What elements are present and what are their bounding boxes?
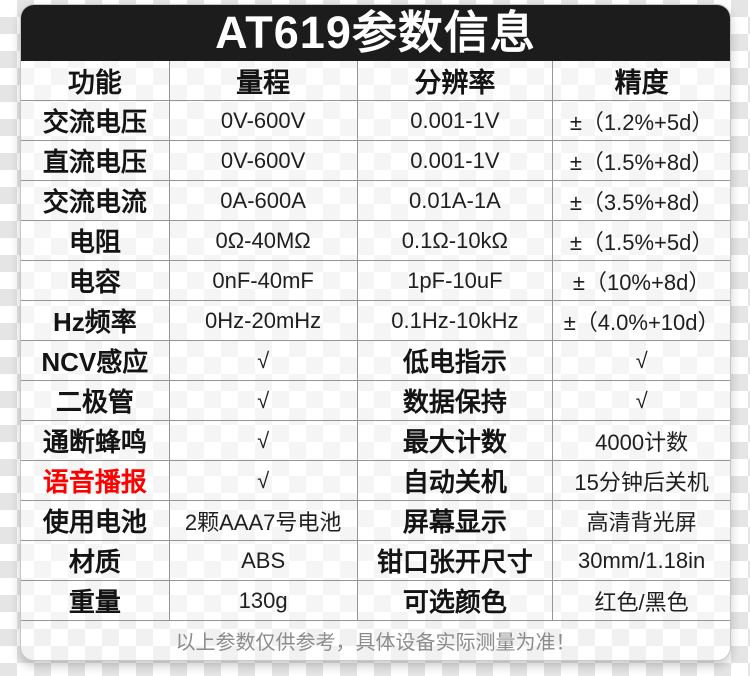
spec-value-cell: ABS [168, 540, 358, 581]
spec-value-cell: √ [168, 380, 358, 421]
spec-value-cell: 0Hz-20mHz [168, 300, 358, 341]
title-banner: AT619参数信息 [21, 5, 730, 61]
spec-value-cell: √ [552, 340, 730, 381]
table-row: 语音播报 √ 自动关机 15分钟后关机 [21, 460, 730, 501]
table-row: 交流电压 0V-600V 0.001-1V ±（1.2%+5d） [21, 100, 730, 141]
spec-value-cell: √ [552, 380, 730, 421]
table-row: 直流电压 0V-600V 0.001-1V ±（1.5%+8d） [21, 140, 730, 181]
spec-label-cell: 最大计数 [356, 420, 554, 461]
page-title: AT619参数信息 [215, 7, 536, 58]
spec-label-cell: 低电指示 [356, 340, 554, 381]
table-row: 交流电流 0A-600A 0.01A-1A ±（3.5%+8d） [21, 180, 730, 221]
spec-value-cell: 0nF-40mF [168, 260, 358, 301]
spec-value-cell: 0V-600V [168, 100, 358, 141]
spec-label-cell: 数据保持 [356, 380, 554, 421]
spec-label-cell: 交流电流 [21, 180, 170, 221]
spec-label-cell: 材质 [21, 540, 170, 581]
spec-label-cell: 屏幕显示 [356, 500, 554, 541]
spec-value-cell: 0.01A-1A [356, 180, 554, 221]
column-header: 精度 [552, 60, 730, 101]
spec-label-cell: 电阻 [21, 220, 170, 261]
spec-label-cell: NCV感应 [21, 340, 170, 381]
spec-label-cell: 语音播报 [21, 460, 170, 501]
spec-label-cell: 钳口张开尺寸 [356, 540, 554, 581]
spec-value-cell: √ [168, 420, 358, 461]
spec-card: AT619参数信息 功能 量程 分辨率 精度 交流电压 0V-600V 0.001-1V ±… [20, 4, 731, 661]
table-row: 使用电池 2颗AAA7号电池 屏幕显示 高清背光屏 [21, 500, 730, 541]
column-header: 功能 [21, 60, 170, 101]
column-header: 分辨率 [356, 60, 554, 101]
header-row: 功能 量程 分辨率 精度 [21, 60, 730, 101]
table-row: 材质 ABS 钳口张开尺寸 30mm/1.18in [21, 540, 730, 581]
table-row: 电容 0nF-40mF 1pF-10uF ±（10%+8d） [21, 260, 730, 301]
spec-value-cell: 高清背光屏 [552, 500, 730, 541]
table-row: 二极管 √ 数据保持 √ [21, 380, 730, 421]
spec-value-cell: ±（3.5%+8d） [552, 180, 730, 221]
spec-value-cell: √ [168, 340, 358, 381]
column-header: 量程 [168, 60, 358, 101]
spec-label-cell: 直流电压 [21, 140, 170, 181]
table-row: 重量 130g 可选颜色 红色/黑色 [21, 580, 730, 621]
table-row: 通断蜂鸣 √ 最大计数 4000计数 [21, 420, 730, 461]
spec-label-cell: 电容 [21, 260, 170, 301]
spec-value-cell: √ [168, 460, 358, 501]
spec-value-cell: 15分钟后关机 [552, 460, 730, 501]
spec-table: 功能 量程 分辨率 精度 交流电压 0V-600V 0.001-1V ±（1.2%+5d）直… [21, 60, 730, 621]
spec-value-cell: 0.001-1V [356, 140, 554, 181]
spec-value-cell: 0.001-1V [356, 100, 554, 141]
spec-value-cell: 130g [168, 580, 358, 621]
spec-label-cell: 二极管 [21, 380, 170, 421]
spec-label-cell: Hz频率 [21, 300, 170, 341]
spec-value-cell: 30mm/1.18in [552, 540, 730, 581]
spec-value-cell: ±（1.5%+8d） [552, 140, 730, 181]
spec-value-cell: ±（4.0%+10d） [552, 300, 730, 341]
spec-label-cell: 使用电池 [21, 500, 170, 541]
spec-value-cell: 0.1Ω-10kΩ [356, 220, 554, 261]
spec-value-cell: 4000计数 [552, 420, 730, 461]
spec-value-cell: 0A-600A [168, 180, 358, 221]
spec-value-cell: 1pF-10uF [356, 260, 554, 301]
spec-value-cell: 2颗AAA7号电池 [168, 500, 358, 541]
spec-value-cell: ±（1.5%+5d） [552, 220, 730, 261]
disclaimer-text: 以上参数仅供参考，具体设备实际测量为准！ [175, 632, 576, 654]
spec-value-cell: 红色/黑色 [552, 580, 730, 621]
table-row: 电阻 0Ω-40MΩ 0.1Ω-10kΩ ±（1.5%+5d） [21, 220, 730, 261]
disclaimer-bar: 以上参数仅供参考，具体设备实际测量为准！ [21, 620, 730, 660]
spec-value-cell: 0.1Hz-10kHz [356, 300, 554, 341]
spec-value-cell: ±（1.2%+5d） [552, 100, 730, 141]
spec-value-cell: 0Ω-40MΩ [168, 220, 358, 261]
spec-value-cell: 0V-600V [168, 140, 358, 181]
spec-label-cell: 重量 [21, 580, 170, 621]
spec-value-cell: ±（10%+8d） [552, 260, 730, 301]
table-row: NCV感应 √ 低电指示 √ [21, 340, 730, 381]
spec-label-cell: 自动关机 [356, 460, 554, 501]
spec-label-cell: 可选颜色 [356, 580, 554, 621]
spec-label-cell: 交流电压 [21, 100, 170, 141]
table-row: Hz频率 0Hz-20mHz 0.1Hz-10kHz ±（4.0%+10d） [21, 300, 730, 341]
spec-label-cell: 通断蜂鸣 [21, 420, 170, 461]
